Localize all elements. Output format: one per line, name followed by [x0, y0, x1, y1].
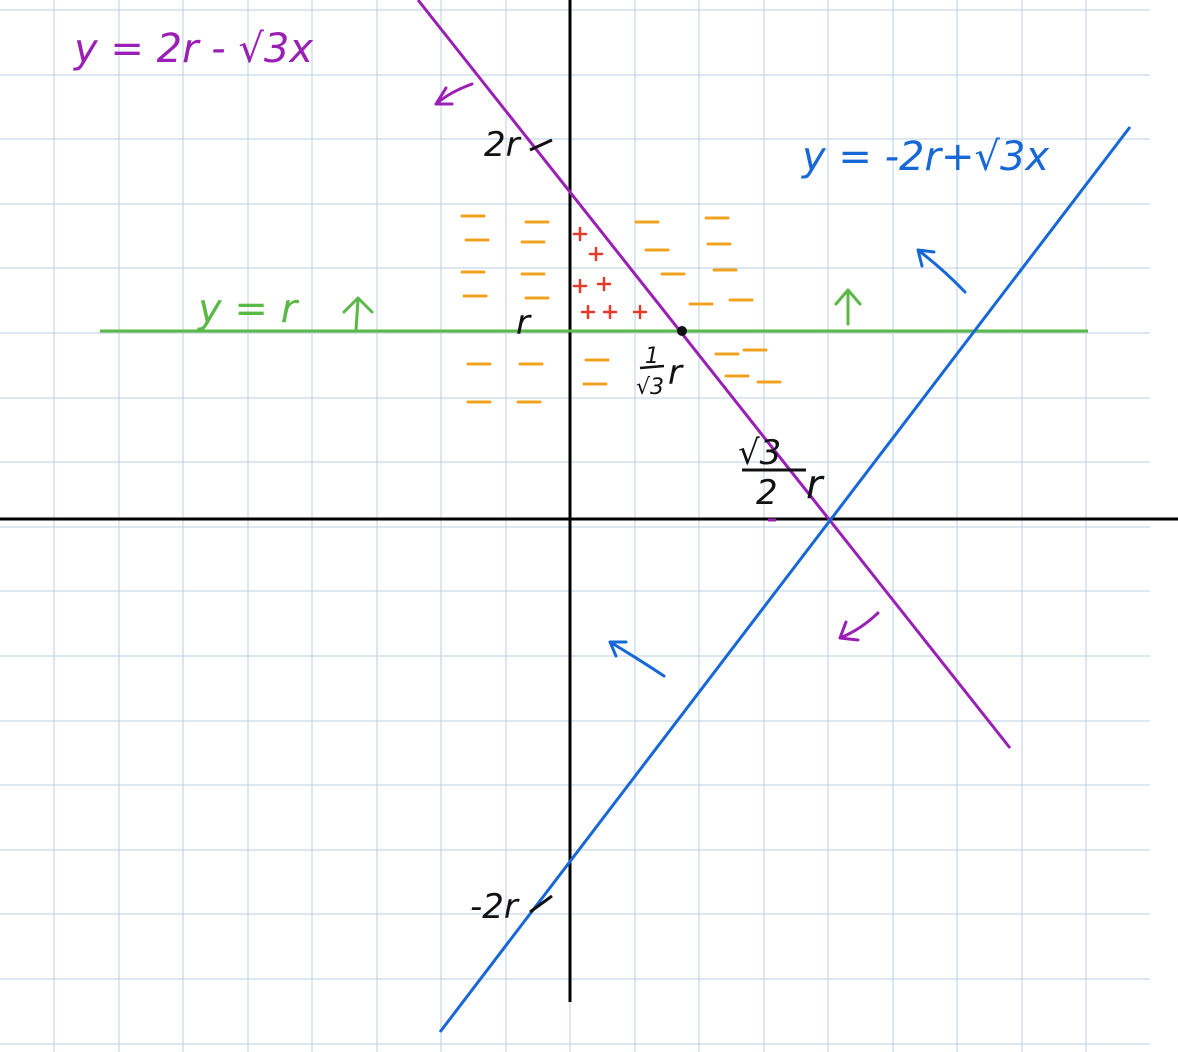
label-2r: 2r	[484, 125, 522, 165]
purple-arrow-bottom-icon	[838, 611, 880, 642]
blue-line-equation: y = -2r+√3x	[801, 134, 1049, 180]
plus-mark	[588, 246, 604, 262]
plus-marks	[572, 226, 648, 320]
plus-mark	[580, 304, 596, 320]
frac-one: 1	[645, 344, 659, 369]
plus-mark	[572, 226, 588, 242]
plus-mark	[596, 276, 612, 292]
label-r: r	[516, 303, 532, 343]
plus-mark	[572, 278, 588, 294]
frac-sqrt3-top: √3	[738, 433, 781, 473]
blue-arrow-top-icon	[916, 248, 967, 294]
frac-two: 2	[756, 473, 778, 513]
fraction-bar-1-over-sqrt3	[639, 364, 665, 370]
grid	[0, 0, 1150, 1052]
frac-r: r	[668, 353, 684, 393]
purple-arrow-top-icon	[434, 82, 474, 106]
purple-line	[416, 0, 1012, 749]
intersection-point	[677, 326, 687, 336]
blue-line	[438, 126, 1132, 1033]
label-neg2r: -2r	[470, 887, 520, 927]
frac-r2: r	[806, 462, 825, 508]
purple-line-equation: y = 2r - √3x	[73, 26, 313, 72]
plus-mark	[602, 304, 618, 320]
green-arrow-right-icon	[834, 288, 862, 326]
plus-mark	[632, 304, 648, 320]
minus-marks	[460, 214, 782, 404]
tick-2r	[529, 138, 553, 152]
green-arrow-left-icon	[342, 296, 374, 332]
tick-neg2r	[529, 894, 553, 914]
frac-sqrt3: √3	[636, 375, 664, 400]
green-line-equation: y = r	[197, 286, 300, 332]
blue-arrow-bottom-icon	[608, 640, 666, 678]
